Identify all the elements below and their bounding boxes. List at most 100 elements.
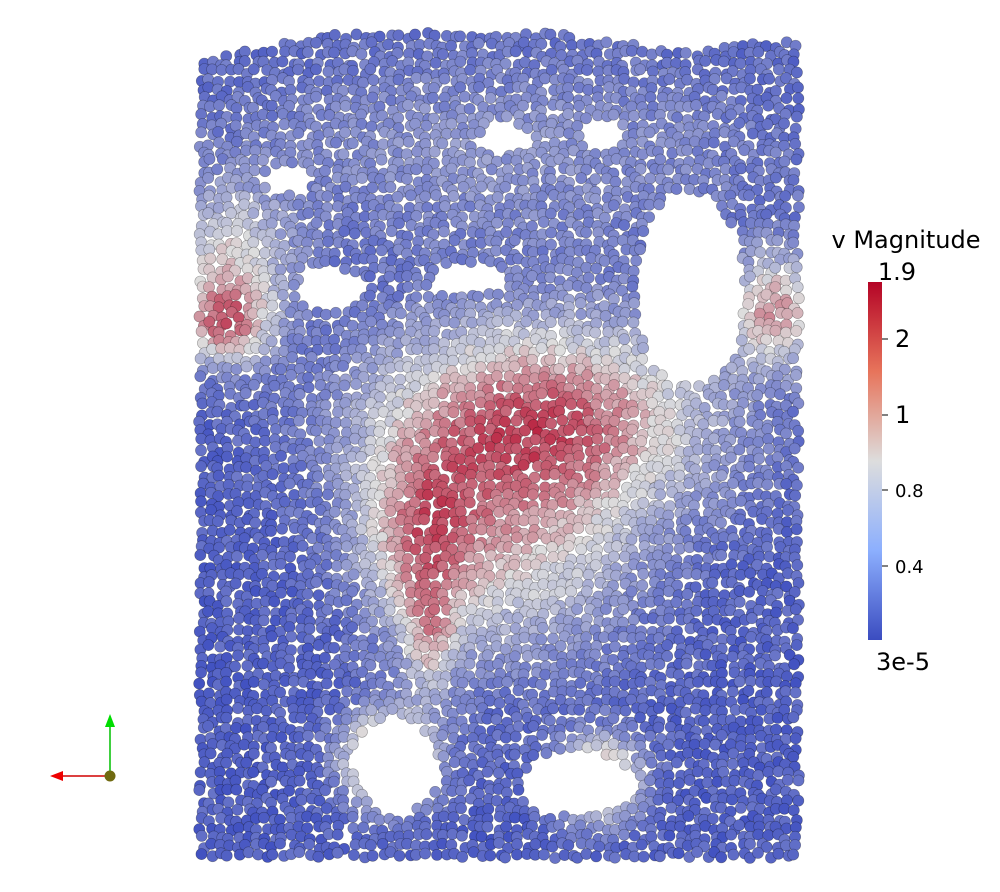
particle (447, 190, 460, 203)
particle (627, 405, 640, 418)
particle (256, 549, 269, 561)
particle (346, 137, 359, 150)
particle (499, 405, 512, 418)
particle (760, 686, 773, 699)
particle (339, 100, 352, 112)
particle (313, 75, 326, 87)
particle (575, 424, 588, 437)
particle (499, 643, 512, 656)
particle (357, 333, 370, 346)
particle (445, 40, 458, 52)
particle (319, 388, 332, 401)
particle (610, 540, 623, 553)
particle (529, 433, 542, 446)
particle (492, 288, 504, 301)
particle (393, 217, 405, 230)
particle (789, 686, 802, 699)
particle (314, 730, 326, 743)
particle (391, 47, 404, 60)
particle (643, 126, 656, 139)
particle (683, 477, 695, 490)
particle (427, 343, 440, 356)
particle (302, 729, 314, 742)
particle (780, 92, 793, 105)
particle (508, 234, 521, 247)
particle (510, 414, 523, 427)
particle (203, 153, 216, 165)
particle (319, 164, 331, 177)
particle (474, 361, 487, 374)
particle (247, 747, 260, 760)
particle (339, 180, 352, 193)
particle (338, 379, 351, 392)
particle (499, 623, 512, 636)
particle (287, 279, 300, 291)
particle (310, 36, 323, 49)
particle (259, 165, 271, 178)
particle (310, 90, 322, 103)
particle (733, 596, 746, 608)
particle (427, 92, 439, 104)
particle (725, 108, 737, 121)
particle (310, 63, 322, 76)
particle (367, 540, 380, 553)
particle (473, 423, 486, 436)
particle (490, 370, 503, 382)
particle (565, 398, 578, 411)
particle (619, 704, 632, 717)
particle (688, 135, 701, 148)
particle (341, 685, 354, 698)
particle (554, 742, 566, 755)
particle (410, 210, 423, 222)
particle (266, 299, 279, 312)
particle (268, 595, 281, 608)
particle (401, 460, 414, 473)
particle (366, 181, 379, 194)
particle (238, 738, 250, 751)
particle (465, 703, 478, 715)
particle (259, 434, 271, 447)
particle (580, 226, 593, 239)
particle (671, 111, 684, 124)
particle (716, 676, 729, 689)
particle (304, 558, 317, 571)
particle (229, 577, 242, 590)
particle (265, 630, 278, 643)
particle (508, 558, 521, 571)
particle (365, 36, 378, 49)
particle (526, 270, 539, 282)
particle (310, 424, 322, 437)
particle (274, 363, 287, 376)
particle (582, 568, 595, 581)
particle (790, 603, 802, 616)
particle (247, 676, 260, 688)
particle (690, 99, 702, 112)
particle (630, 254, 643, 267)
particle (537, 216, 550, 228)
particle (715, 90, 728, 102)
particle (573, 100, 586, 112)
particle (473, 81, 485, 93)
particle (331, 441, 343, 454)
particle (202, 720, 214, 732)
particle (321, 190, 334, 203)
particle (511, 612, 524, 624)
particle (617, 603, 630, 615)
particle (337, 148, 350, 161)
particle (276, 55, 289, 68)
particle (521, 122, 534, 135)
particle (382, 38, 395, 51)
particle (567, 144, 580, 157)
particle (592, 289, 604, 301)
particle (599, 468, 611, 480)
particle (512, 596, 525, 609)
particle (554, 585, 567, 598)
particle (220, 675, 233, 688)
particle (427, 567, 439, 580)
particle (238, 55, 251, 68)
particle (491, 612, 504, 625)
particle (499, 731, 512, 744)
particle (778, 117, 790, 130)
particle (575, 308, 587, 321)
particle (790, 639, 803, 651)
